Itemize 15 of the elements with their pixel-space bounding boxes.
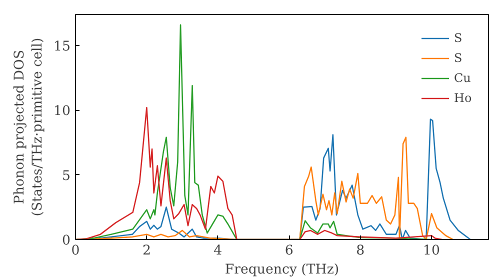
x-axis-title: Frequency (THz) bbox=[224, 262, 340, 278]
legend-label: S bbox=[454, 51, 464, 65]
x-tick-label: 2 bbox=[142, 244, 151, 258]
legend-label: S bbox=[454, 31, 464, 45]
y-axis-title: Phonon projected DOS (States/THz·primitive cell) bbox=[12, 38, 46, 216]
x-tick-label: 6 bbox=[284, 244, 294, 258]
x-tick-label: 8 bbox=[356, 244, 365, 258]
y-tick-label: 10 bbox=[54, 104, 71, 120]
legend-label: Ho bbox=[454, 91, 473, 105]
y-tick-label: 0 bbox=[62, 234, 71, 248]
x-tick-label: 10 bbox=[423, 244, 440, 258]
y-tick-label: 5 bbox=[62, 168, 71, 184]
legend-label: Cu bbox=[454, 71, 472, 85]
y-tick-label: 15 bbox=[54, 40, 71, 55]
x-tick-label: 4 bbox=[214, 244, 222, 258]
